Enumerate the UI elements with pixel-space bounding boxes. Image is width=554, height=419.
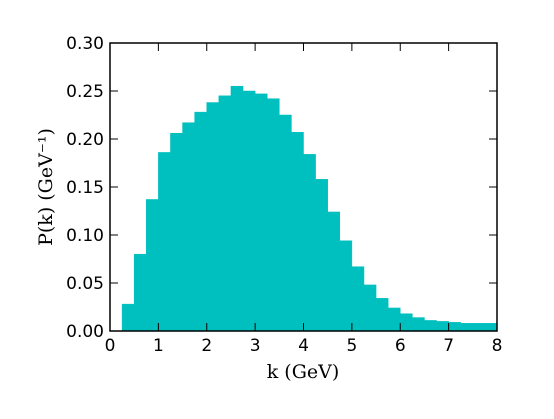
bar [146,199,159,332]
x-tick-label: 4 [298,336,309,356]
bar [194,111,207,332]
bar [327,211,341,332]
bar [400,313,413,332]
bar [266,98,280,332]
bar [448,322,461,332]
bar [436,321,449,332]
bar [254,93,268,332]
x-tick-label: 0 [105,336,116,356]
bar [133,253,147,332]
y-axis-label: P(k) (GeV⁻¹) [35,128,57,246]
bar [315,179,328,332]
bar [218,95,232,332]
y-tick-label: 0.30 [66,34,104,54]
bar [351,266,365,332]
bar [375,298,389,332]
x-tick-label: 8 [492,336,503,356]
bar [387,307,401,332]
x-tick-label: 5 [346,336,357,356]
x-tick-label: 7 [443,336,454,356]
bar [182,122,195,332]
y-tick-label: 0.25 [66,82,104,102]
x-tick-label: 6 [395,336,406,356]
y-tick-label: 0.10 [66,226,104,246]
x-tick-label: 3 [250,336,261,356]
bar [424,320,437,332]
bar [412,317,425,332]
bar [121,303,135,332]
bar [472,323,486,332]
bar [291,132,304,332]
bar [279,114,292,332]
y-tick-label: 0.05 [66,274,104,294]
y-tick-label: 0.20 [66,130,104,150]
bar [484,323,498,332]
x-tick-label: 2 [201,336,212,356]
x-axis-label: k (GeV) [267,361,340,383]
bar [339,240,353,332]
y-tick-label: 0.00 [66,322,104,342]
bar [363,284,377,332]
bar [242,90,256,332]
bar [158,152,171,332]
bar [230,85,244,332]
bar [303,154,316,332]
bar [170,132,183,332]
bar [460,323,474,332]
x-tick-label: 1 [153,336,164,356]
y-tick-label: 0.15 [66,178,104,198]
bar [206,102,220,332]
